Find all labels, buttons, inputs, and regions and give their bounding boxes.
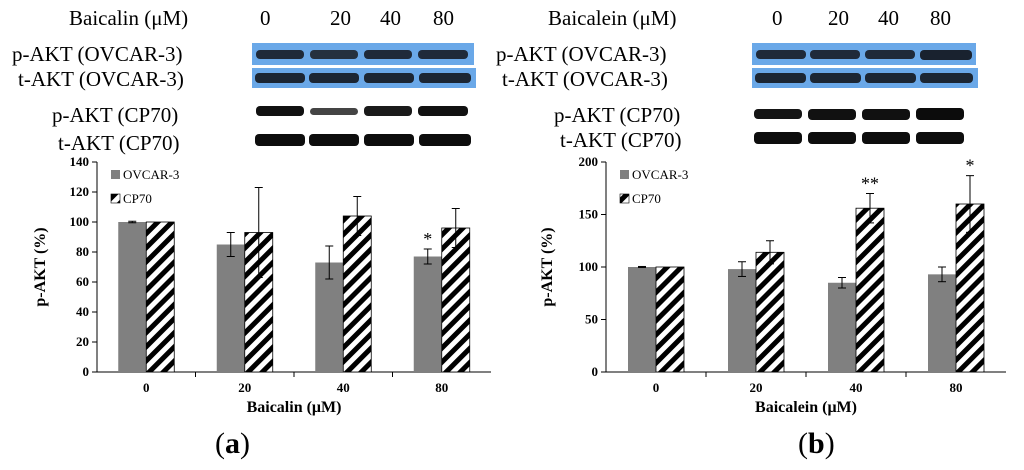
- blot-dose-20: 20: [828, 6, 849, 30]
- x-axis-label: Baicalin (μM): [247, 399, 342, 416]
- bar-chart-baicalein: 0 50 100 150 200 0 20 40 ** 80 * p-AKT (%) Baicalein…: [539, 154, 1006, 416]
- y-tick-label: 120: [70, 184, 90, 199]
- x-tick-label: 20: [238, 380, 251, 395]
- bar-ovcar3-20: [216, 244, 245, 372]
- bar-chart-baicalin: 0 20 40 60 80 100 120 140 0 20 40 80 * p-AKT (%) Baica…: [32, 154, 491, 416]
- western-blot-p-akt-ovcar3: [752, 43, 976, 65]
- blot-dose-header-label: Baicalein (μM): [548, 6, 677, 30]
- blot-label-p-akt-ovcar3: p-AKT (OVCAR-3): [12, 42, 183, 66]
- western-blot-p-akt-cp70: [752, 103, 966, 125]
- x-tick-label: 20: [750, 380, 763, 395]
- bar-ovcar3-80: [413, 256, 442, 372]
- y-tick-label: 200: [579, 154, 599, 169]
- legend-label: OVCAR-3: [123, 167, 179, 182]
- x-tick-label: 0: [143, 380, 150, 395]
- bar-ovcar3-0: [118, 222, 147, 372]
- blot-label-t-akt-cp70: t-AKT (CP70): [560, 128, 682, 152]
- legend-swatch: [619, 193, 630, 204]
- bar-cp70-20: [755, 251, 785, 373]
- y-tick-label: 100: [70, 214, 90, 229]
- y-axis-label: p-AKT (%): [32, 227, 49, 306]
- blot-label-p-akt-cp70: p-AKT (CP70): [554, 103, 681, 127]
- x-tick-label: 80: [950, 380, 963, 395]
- blot-dose-40: 40: [878, 6, 899, 30]
- bar-cp70-80: [441, 227, 471, 373]
- bar-ovcar3-0: [628, 267, 656, 372]
- blot-label-p-akt-ovcar3: p-AKT (OVCAR-3): [496, 42, 667, 66]
- blot-label-t-akt-cp70: t-AKT (CP70): [58, 131, 180, 155]
- blot-dose-80: 80: [433, 6, 454, 30]
- bar-ovcar3-20: [728, 269, 756, 372]
- bar-cp70-40: [342, 215, 372, 373]
- x-tick-label: 40: [337, 380, 350, 395]
- y-tick-label: 60: [76, 274, 89, 289]
- blot-label-p-akt-cp70: p-AKT (CP70): [52, 103, 179, 127]
- blot-dose-0: 0: [772, 6, 783, 30]
- bar-cp70-0: [145, 221, 175, 373]
- x-tick-label: 0: [653, 380, 660, 395]
- significance-marker: *: [423, 229, 432, 249]
- x-axis-label: Baicalein (μM): [755, 399, 857, 416]
- significance-marker: **: [861, 174, 879, 194]
- blot-dose-20: 20: [330, 6, 351, 30]
- significance-marker: *: [966, 156, 975, 176]
- bar-cp70-40: [855, 207, 885, 373]
- y-tick-label: 40: [76, 304, 89, 319]
- bar-cp70-0: [655, 266, 685, 373]
- y-tick-label: 50: [585, 312, 598, 327]
- blot-label-t-akt-ovcar3: t-AKT (OVCAR-3): [18, 67, 184, 91]
- blot-dose-40: 40: [380, 6, 401, 30]
- y-tick-label: 20: [76, 334, 89, 349]
- y-tick-label: 0: [83, 364, 90, 379]
- legend-label: OVCAR-3: [632, 167, 688, 182]
- panel-a: Baicalin (μM) 0 20 40 80 p-AKT (OVCAR-3)…: [12, 6, 491, 460]
- legend-swatch: [620, 170, 629, 179]
- y-axis-label: p-AKT (%): [539, 227, 556, 306]
- western-blot-p-akt-ovcar3: [252, 43, 474, 65]
- blot-dose-80: 80: [930, 6, 951, 30]
- legend-label: CP70: [123, 191, 152, 206]
- western-blot-p-akt-cp70: [252, 100, 474, 122]
- blot-label-t-akt-ovcar3: t-AKT (OVCAR-3): [502, 67, 668, 91]
- blot-dose-header-label: Baicalin (μM): [69, 6, 189, 30]
- western-blot-t-akt-ovcar3: [752, 68, 978, 88]
- panel-label-a: (a): [215, 427, 250, 460]
- bar-ovcar3-80: [928, 274, 956, 372]
- x-tick-label: 40: [850, 380, 863, 395]
- blot-dose-0: 0: [260, 6, 271, 30]
- western-blot-t-akt-cp70: [752, 127, 966, 151]
- panel-b: Baicalein (μM) 0 20 40 80 p-AKT (OVCAR-3…: [496, 0, 1024, 470]
- y-tick-label: 80: [76, 244, 89, 259]
- western-blot-t-akt-cp70: [252, 128, 474, 152]
- y-tick-label: 140: [70, 154, 90, 169]
- x-tick-label: 80: [435, 380, 448, 395]
- y-tick-label: 100: [579, 259, 599, 274]
- western-blot-t-akt-ovcar3: [252, 68, 476, 88]
- legend-label: CP70: [632, 191, 661, 206]
- panel-label-b: (b): [798, 427, 835, 460]
- y-tick-label: 0: [592, 364, 599, 379]
- bar-ovcar3-40: [315, 262, 344, 372]
- bar-ovcar3-40: [828, 282, 856, 372]
- y-tick-label: 150: [579, 207, 599, 222]
- legend-swatch: [111, 170, 120, 179]
- legend-swatch: [110, 193, 121, 204]
